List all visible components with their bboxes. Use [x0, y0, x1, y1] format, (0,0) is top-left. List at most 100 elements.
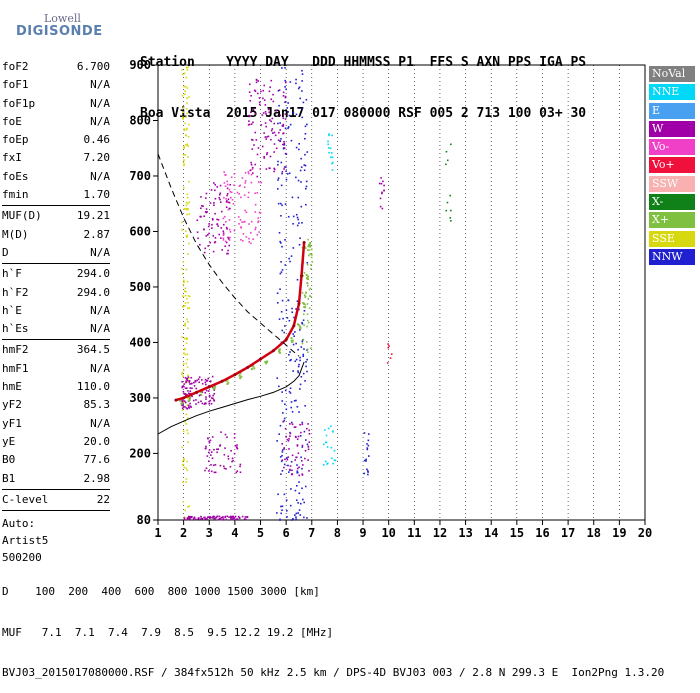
echo-dot: [288, 390, 291, 393]
echo-dot: [285, 408, 288, 411]
echo-dot: [279, 240, 281, 243]
echo-dot: [253, 89, 256, 92]
echo-dot: [216, 451, 218, 454]
echo-dot: [273, 170, 275, 173]
echo-dot: [296, 464, 298, 466]
echo-dot: [228, 188, 231, 191]
echo-dot: [264, 360, 267, 363]
echo-dot: [298, 509, 301, 511]
echo-dot: [280, 473, 282, 475]
echo-dot: [294, 435, 297, 438]
echo-dot: [236, 470, 239, 472]
echo-dot: [186, 393, 188, 396]
echo-dot: [288, 114, 291, 117]
echo-dot: [295, 512, 298, 515]
echo-dot: [281, 443, 283, 445]
echo-dot: [299, 97, 302, 100]
x-tick-label: 11: [407, 526, 421, 540]
param-row: D N/A: [2, 244, 110, 262]
param-label: foEp: [2, 133, 29, 147]
autoscaling-info: Auto: Artist5 500200: [2, 515, 110, 566]
echo-dot: [281, 269, 284, 271]
echo-dot: [184, 420, 186, 423]
param-separator: [2, 205, 110, 207]
echo-dot: [183, 186, 185, 189]
echo-dot: [284, 95, 287, 98]
echo-dot: [297, 370, 299, 372]
echo-dot: [299, 359, 301, 362]
echo-dot: [333, 449, 336, 452]
param-row: foF2 6.700: [2, 58, 110, 76]
echo-dot: [305, 98, 308, 101]
echo-dot: [212, 386, 215, 389]
echo-dot: [256, 175, 259, 178]
y-tick-label: 900: [129, 58, 151, 72]
echo-dot: [306, 341, 308, 343]
echo-dot: [301, 80, 303, 82]
echo-dot: [204, 197, 207, 199]
echo-dot: [223, 196, 225, 199]
echo-dot: [186, 417, 189, 420]
echo-dot: [269, 155, 272, 158]
echo-dot: [308, 433, 311, 435]
param-value: 294.0: [76, 267, 110, 281]
echo-dot: [283, 447, 286, 449]
echo-dot: [185, 387, 188, 390]
param-label: foEs: [2, 169, 29, 183]
echo-dot: [276, 440, 278, 442]
echo-dot: [383, 184, 385, 187]
echo-dot: [368, 455, 370, 457]
echo-dot: [226, 252, 228, 255]
echo-dot: [307, 459, 309, 461]
echo-dot: [186, 429, 189, 432]
echo-dot: [248, 223, 250, 225]
y-tick-label: 500: [129, 280, 151, 294]
echo-dot: [300, 346, 303, 348]
echo-dot: [281, 204, 283, 207]
echo-dot: [304, 125, 307, 128]
echo-dot: [184, 377, 187, 379]
param-row: h`E N/A: [2, 302, 110, 320]
echo-dot: [204, 447, 207, 450]
echo-dot: [206, 455, 209, 457]
echo-dot: [278, 131, 280, 134]
echo-dot: [208, 400, 211, 403]
param-label: hmF2: [2, 343, 29, 357]
echo-dot: [203, 215, 206, 218]
echo-dot: [281, 170, 284, 173]
echo-dot: [328, 151, 330, 154]
echo-dot: [280, 271, 283, 273]
echo-dot: [288, 438, 290, 440]
echo-dot: [181, 336, 183, 339]
echo-dot: [284, 79, 286, 82]
echo-dot: [306, 263, 309, 266]
echo-dot: [295, 308, 297, 310]
echo-dot: [261, 145, 264, 148]
echo-dot: [303, 348, 305, 350]
echo-dot: [187, 397, 189, 400]
x-tick-label: 10: [381, 526, 395, 540]
echo-dot: [278, 104, 280, 107]
echo-dot: [281, 451, 284, 453]
echo-dot: [220, 516, 223, 519]
echo-dot: [184, 304, 186, 307]
echo-dot: [303, 306, 306, 309]
param-value: 20.0: [83, 434, 111, 448]
echo-dot: [184, 387, 187, 390]
echo-dot: [253, 144, 255, 146]
echo-dot: [197, 237, 199, 240]
echo-dot: [231, 460, 233, 463]
echo-dot: [187, 517, 189, 519]
echo-dot: [281, 454, 283, 457]
echo-dot: [209, 202, 212, 204]
echo-dot: [301, 292, 304, 294]
echo-dot: [294, 514, 296, 516]
echo-dot: [261, 114, 264, 116]
echo-dot: [183, 385, 185, 388]
echo-dot: [270, 79, 273, 82]
echo-dot: [214, 240, 217, 243]
echo-dot: [295, 78, 297, 81]
echo-dot: [295, 358, 298, 361]
echo-dot: [220, 227, 223, 229]
echo-dot: [217, 518, 220, 521]
